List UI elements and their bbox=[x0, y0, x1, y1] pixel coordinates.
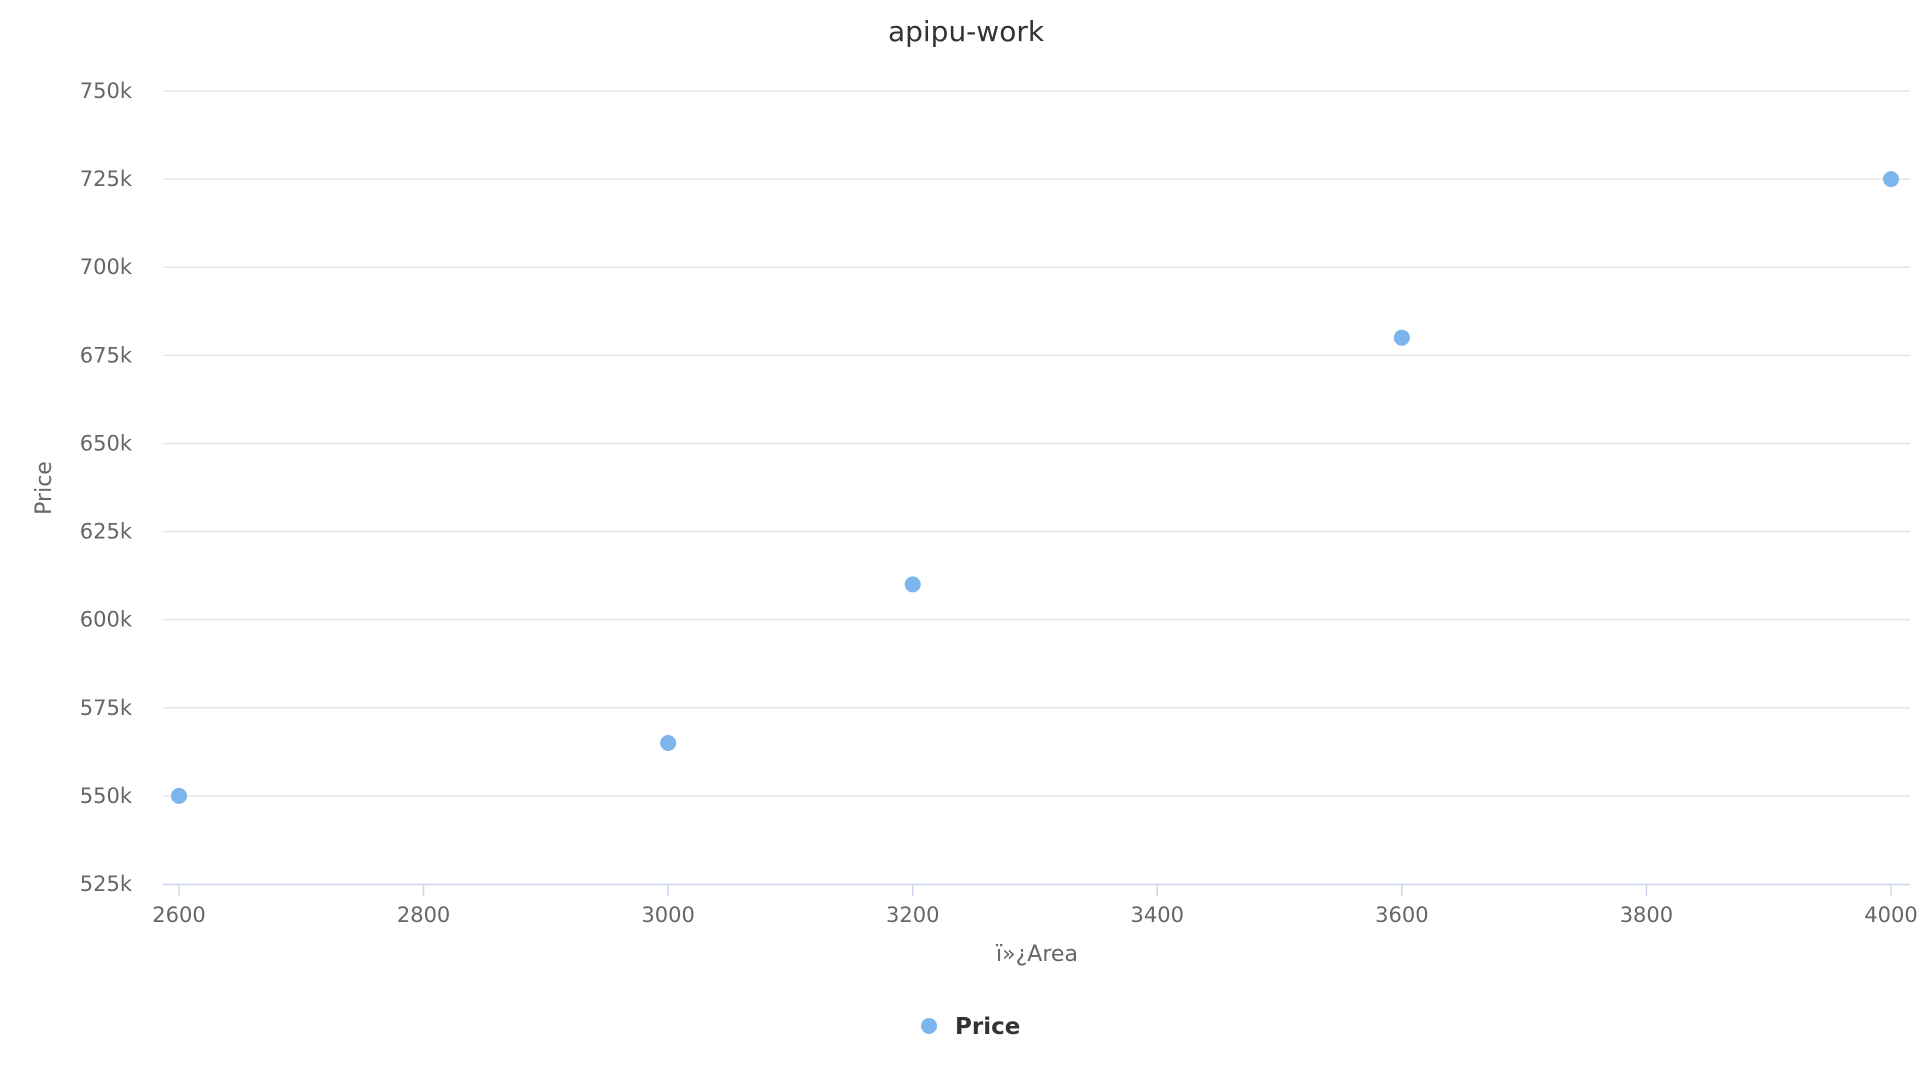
y-tick-label: 575k bbox=[80, 696, 133, 720]
x-axis-title: ï»¿Area bbox=[995, 942, 1078, 967]
legend[interactable]: Price bbox=[921, 1014, 1020, 1040]
data-point[interactable] bbox=[904, 576, 921, 593]
x-tick-label: 3400 bbox=[1131, 903, 1184, 927]
y-tick-label: 650k bbox=[80, 431, 133, 455]
y-tick-label: 550k bbox=[80, 784, 133, 808]
y-axis-title: Price bbox=[32, 461, 57, 515]
chart-title: apipu-work bbox=[888, 15, 1045, 48]
y-tick-label: 725k bbox=[80, 167, 133, 191]
legend-marker bbox=[921, 1018, 937, 1034]
legend-item-price[interactable]: Price bbox=[955, 1014, 1020, 1040]
y-tick-label: 525k bbox=[80, 872, 133, 896]
x-tick-label: 2800 bbox=[397, 903, 450, 927]
x-tick-label: 3600 bbox=[1375, 903, 1428, 927]
gridlines bbox=[163, 90, 1910, 797]
data-point[interactable] bbox=[1883, 171, 1899, 188]
y-tick-label: 625k bbox=[80, 520, 133, 544]
x-tick-label: 2600 bbox=[152, 903, 205, 927]
data-point[interactable] bbox=[660, 735, 677, 752]
x-axis-ticks: 2600 2800 3000 3200 3400 3600 3800 4000 bbox=[152, 885, 1918, 927]
data-points bbox=[171, 171, 1899, 804]
data-point[interactable] bbox=[1393, 329, 1410, 346]
y-tick-label: 700k bbox=[80, 255, 133, 279]
x-tick-label: 3200 bbox=[886, 903, 939, 927]
x-tick-label: 4000 bbox=[1864, 903, 1917, 927]
data-point[interactable] bbox=[171, 787, 187, 804]
y-axis-ticks: 525k 550k 575k 600k 625k 650k 675k 700k 725k 750k bbox=[80, 79, 133, 896]
y-tick-label: 675k bbox=[80, 343, 133, 367]
x-tick-label: 3800 bbox=[1620, 903, 1673, 927]
y-tick-label: 600k bbox=[80, 608, 133, 632]
x-tick-label: 3000 bbox=[641, 903, 694, 927]
y-tick-label: 750k bbox=[80, 79, 133, 103]
